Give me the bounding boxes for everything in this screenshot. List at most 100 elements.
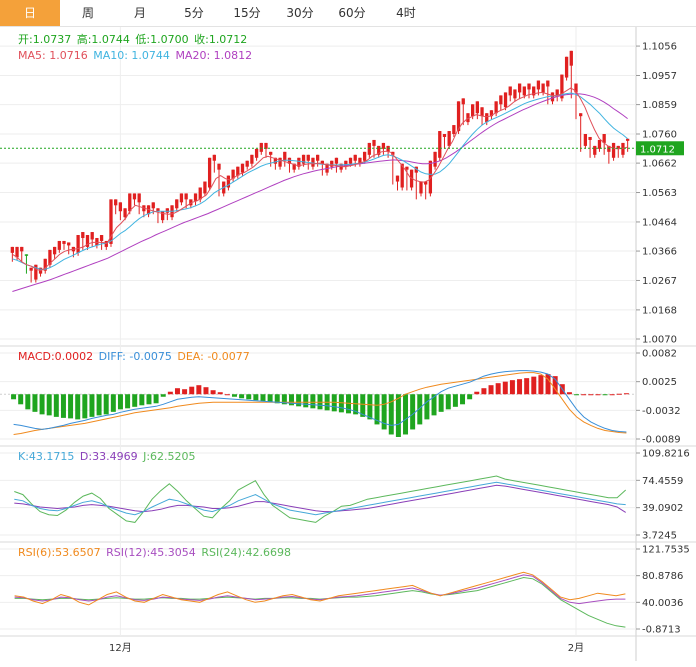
macd-bar	[224, 394, 230, 396]
macd-bar	[246, 394, 252, 400]
x-axis-label: 2月	[568, 642, 584, 654]
candle-body	[29, 267, 33, 271]
macd-bar	[467, 394, 473, 400]
macd-bar	[460, 394, 466, 405]
macd-bar	[60, 394, 66, 418]
macd-bar	[609, 394, 615, 396]
macd-bar	[196, 385, 202, 395]
macd-bar	[160, 394, 166, 397]
macd-bar	[495, 383, 501, 395]
macd-bar	[303, 394, 309, 408]
macd-bar	[182, 389, 188, 395]
ma20-line	[12, 93, 628, 292]
candle-body	[217, 163, 221, 170]
candle-body	[428, 160, 433, 194]
tab-2[interactable]: 周	[81, 6, 94, 20]
candle-body	[161, 211, 165, 221]
candle-body	[362, 151, 367, 161]
current-price-tag	[636, 141, 684, 156]
candle-body	[569, 50, 573, 66]
candle-body	[602, 134, 606, 143]
macd-tick-label: 0.0082	[642, 349, 677, 360]
tab-4[interactable]: 5分	[184, 6, 204, 20]
candle-body	[527, 83, 531, 90]
candle-body	[85, 235, 90, 247]
tab-1[interactable]: 日	[0, 0, 60, 26]
macd-bar	[174, 388, 180, 395]
current-price-label: 1.0712	[640, 144, 675, 155]
candle-body	[475, 101, 479, 114]
candle-body	[301, 154, 306, 164]
macd-bar	[189, 386, 195, 395]
macd-bar	[25, 394, 31, 410]
macd-bar	[153, 394, 159, 404]
tab-3[interactable]: 月	[133, 6, 146, 20]
candle-body	[400, 163, 404, 188]
macd-bar	[517, 379, 523, 395]
candle-body	[273, 157, 278, 164]
ma10-line	[12, 92, 629, 270]
candle-body	[95, 237, 99, 246]
d-value: D:33.4969	[79, 450, 138, 463]
rsi24-line	[14, 576, 626, 628]
tab-8[interactable]: 4时	[396, 6, 416, 20]
candle-body	[395, 175, 400, 182]
candle-body	[10, 246, 14, 253]
macd-bar	[566, 392, 572, 395]
candle-body	[499, 95, 503, 105]
close-value: 收:1.0712	[194, 33, 248, 46]
candle-body	[517, 83, 522, 93]
candle-body	[489, 110, 494, 117]
candle-body	[24, 254, 29, 256]
rsi12-value: RSI(12):45.3054	[106, 546, 196, 559]
candle-body	[283, 151, 287, 161]
candle-body	[43, 258, 47, 271]
macd-bar	[552, 376, 558, 395]
x-axis-label: 12月	[109, 642, 132, 654]
candle-body	[128, 193, 132, 212]
macd-bar	[388, 394, 394, 435]
macd-bar	[103, 394, 109, 415]
candle-body	[546, 80, 550, 87]
candle-body	[264, 142, 268, 149]
macd-bar	[403, 394, 409, 435]
price-tick-label: 1.0957	[642, 71, 677, 82]
candle-body	[175, 199, 179, 209]
macd-bar	[374, 394, 380, 425]
candle-body	[391, 151, 395, 155]
macd-bar	[11, 394, 17, 400]
candle-body	[231, 169, 235, 179]
dea-value: DEA: -0.0077	[177, 350, 250, 363]
candle-body	[616, 145, 620, 149]
candle-body	[597, 139, 602, 149]
rsi-tick-label: -0.8713	[642, 625, 681, 636]
macd-bar	[481, 388, 487, 395]
candle-body	[372, 139, 376, 146]
tab-5[interactable]: 15分	[233, 6, 261, 20]
candle-body	[461, 98, 465, 105]
price-legend: 开:1.0737 高:1.0744 低:1.0700 收:1.0712 MA5:…	[18, 31, 254, 62]
candle-body	[306, 154, 310, 161]
candle-body	[381, 142, 386, 149]
candle-body	[81, 232, 85, 238]
candle-body	[344, 160, 348, 167]
low-value: 低:1.0700	[135, 33, 189, 46]
macd-bar	[452, 394, 458, 407]
macd-bar	[253, 394, 259, 401]
candle-body	[471, 104, 475, 117]
candle-body	[109, 199, 113, 244]
tab-6[interactable]: 30分	[286, 6, 314, 20]
candle-body	[438, 131, 442, 158]
candle-body	[179, 193, 184, 203]
ma10-value: MA10: 1.0744	[93, 49, 170, 62]
candle-body	[494, 101, 498, 114]
high-value: 高:1.0744	[76, 33, 130, 46]
candle-body	[334, 157, 339, 164]
macd-bar	[18, 394, 24, 405]
macd-bar	[588, 394, 594, 396]
kdj-legend: K:43.1715 D:33.4969 J:62.5205	[18, 450, 198, 463]
j-value: J:62.5205	[143, 450, 196, 463]
tab-7[interactable]: 60分	[338, 6, 366, 20]
macd-bar	[310, 394, 316, 409]
candle-body	[442, 134, 447, 137]
